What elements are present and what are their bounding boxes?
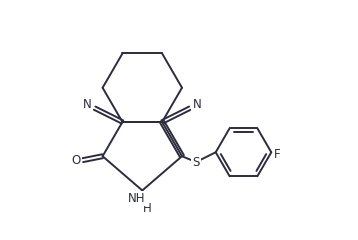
Text: N: N — [193, 98, 201, 111]
Text: N: N — [83, 98, 92, 111]
Text: H: H — [143, 202, 152, 215]
Text: N: N — [136, 194, 145, 207]
Text: F: F — [274, 148, 281, 161]
Text: S: S — [192, 156, 199, 169]
Text: NH: NH — [127, 192, 145, 205]
Text: O: O — [71, 154, 81, 167]
